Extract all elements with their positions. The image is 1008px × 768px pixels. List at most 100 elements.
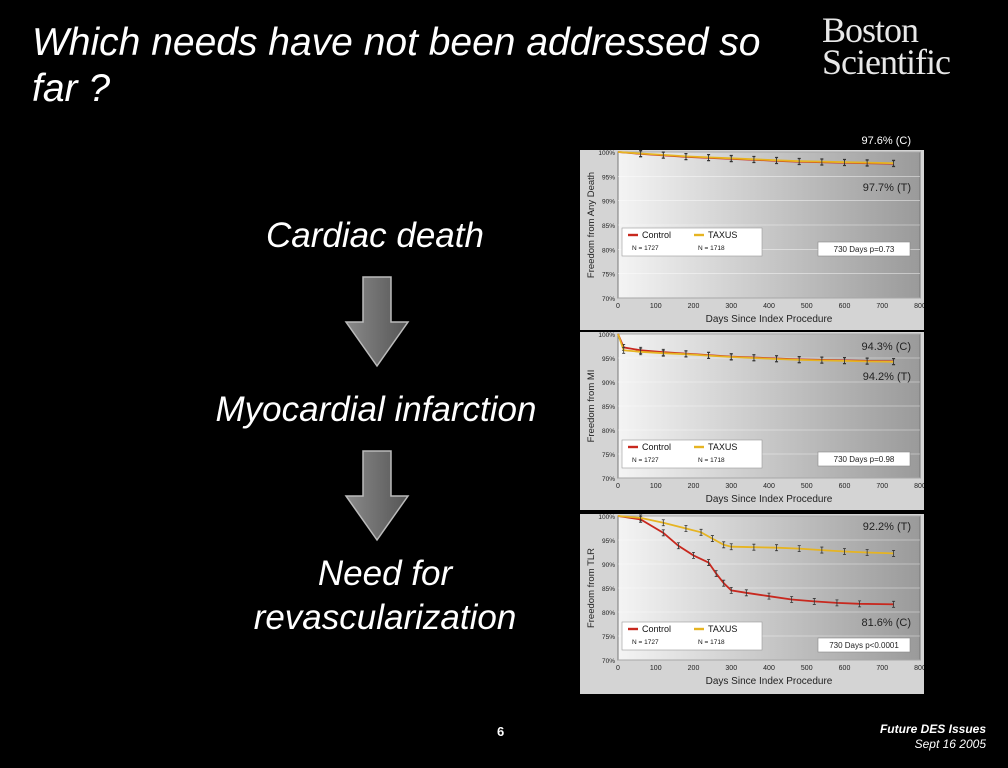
x-tick-label: 600: [839, 665, 851, 672]
x-tick-label: 300: [725, 303, 737, 310]
error-bar: [729, 353, 733, 361]
error-bar: [622, 346, 626, 354]
x-tick-label: 200: [688, 483, 700, 490]
legend-n: N = 1718: [698, 245, 725, 252]
x-axis-label: Days Since Index Procedure: [706, 494, 833, 505]
step-myocardial-infarction: Myocardial infarction: [215, 390, 537, 429]
pvalue-box: [817, 451, 911, 467]
error-bar: [676, 542, 680, 550]
error-bar: [752, 354, 756, 362]
error-bar: [752, 543, 756, 551]
annotation-label: 94.2% (T): [863, 371, 911, 383]
x-tick-label: 0: [616, 303, 620, 310]
x-tick-label: 300: [725, 665, 737, 672]
y-tick-label: 95%: [602, 538, 615, 545]
annotation-label: 97.7% (T): [863, 182, 911, 194]
footer-title: Future DES Issues: [879, 722, 986, 736]
x-tick-label: 500: [801, 665, 813, 672]
step-revascularization: Need for revascularization: [200, 552, 570, 640]
x-axis-label: Days Since Index Procedure: [706, 676, 833, 687]
error-bar: [661, 519, 665, 527]
error-bar: [820, 357, 824, 364]
error-bar: [639, 348, 643, 356]
y-tick-label: 85%: [602, 223, 615, 230]
x-tick-label: 400: [763, 665, 775, 672]
company-logo: Boston Scientific: [822, 12, 992, 80]
error-bar: [729, 154, 733, 162]
x-tick-label: 800: [914, 483, 924, 490]
error-bar: [843, 357, 846, 365]
y-tick-label: 90%: [602, 562, 615, 569]
x-tick-label: 200: [688, 303, 700, 310]
error-bar: [684, 525, 688, 532]
error-bar: [707, 352, 711, 359]
legend-box: [621, 621, 763, 651]
pvalue-box: [817, 241, 911, 257]
error-bar: [790, 596, 794, 603]
error-bar: [812, 598, 816, 605]
error-bar: [892, 358, 896, 366]
error-bar: [707, 153, 711, 161]
annotation-label: 97.6% (C): [861, 135, 911, 147]
error-bar: [865, 159, 869, 167]
pvalue-box: [817, 637, 911, 653]
annotation-label: 94.3% (C): [861, 341, 911, 353]
chart-any-death: 100% 95% 90% 85% 80% 75% 70%0 100 200 300 400 500 60…: [580, 135, 924, 330]
error-bar: [835, 599, 839, 607]
legend-n: N = 1727: [632, 245, 659, 252]
legend-label: Control: [642, 442, 671, 452]
y-axis-label: Freedom from TLR: [586, 548, 597, 628]
x-tick-label: 800: [914, 665, 924, 672]
error-bar: [892, 600, 896, 608]
pvalue-label: 730 Days p=0.98: [834, 455, 895, 464]
x-tick-label: 800: [914, 303, 924, 310]
error-bar: [843, 548, 846, 555]
y-tick-label: 80%: [602, 428, 615, 435]
y-tick-label: 100%: [598, 150, 615, 157]
y-tick-label: 85%: [602, 404, 615, 411]
x-tick-label: 700: [876, 665, 888, 672]
series-line-control: [617, 515, 894, 606]
x-tick-label: 300: [725, 483, 737, 490]
step-cardiac-death: Cardiac death: [266, 216, 484, 255]
error-bar: [722, 579, 726, 587]
legend-n: N = 1727: [632, 639, 659, 646]
x-tick-label: 200: [688, 665, 700, 672]
error-bar: [692, 551, 695, 559]
y-tick-label: 95%: [602, 356, 615, 363]
error-bar: [722, 541, 726, 549]
error-bar: [797, 157, 801, 165]
x-tick-label: 100: [650, 303, 662, 310]
error-bar: [714, 570, 718, 577]
error-bar: [767, 592, 771, 600]
y-tick-label: 100%: [598, 514, 615, 521]
x-tick-label: 700: [876, 303, 888, 310]
error-bar: [744, 589, 748, 597]
y-tick-label: 95%: [602, 174, 615, 181]
legend-label: TAXUS: [708, 624, 737, 634]
x-tick-label: 0: [616, 483, 620, 490]
error-bar: [892, 159, 896, 167]
y-tick-label: 90%: [602, 199, 615, 206]
error-bar: [820, 158, 824, 166]
error-bar: [639, 150, 643, 157]
error-bar: [865, 549, 869, 556]
pvalue-label: 730 Days p<0.0001: [829, 641, 899, 650]
legend-n: N = 1727: [632, 457, 659, 464]
error-bar: [775, 355, 779, 363]
error-bar: [752, 155, 756, 163]
error-bar: [865, 357, 869, 365]
step-revascularization-line1: Need for: [317, 554, 453, 593]
error-bar: [661, 349, 665, 357]
page-number: 6: [497, 724, 505, 739]
y-tick-label: 85%: [602, 586, 615, 593]
error-bar: [639, 514, 643, 522]
error-bar: [843, 158, 846, 166]
y-tick-label: 75%: [602, 452, 615, 459]
x-tick-label: 600: [839, 303, 851, 310]
footer: Future DES Issues Sept 16 2005: [880, 722, 986, 752]
down-arrow-icon: [344, 276, 410, 368]
error-bar: [707, 559, 711, 566]
x-axis-label: Days Since Index Procedure: [706, 314, 833, 325]
x-tick-label: 0: [616, 665, 620, 672]
